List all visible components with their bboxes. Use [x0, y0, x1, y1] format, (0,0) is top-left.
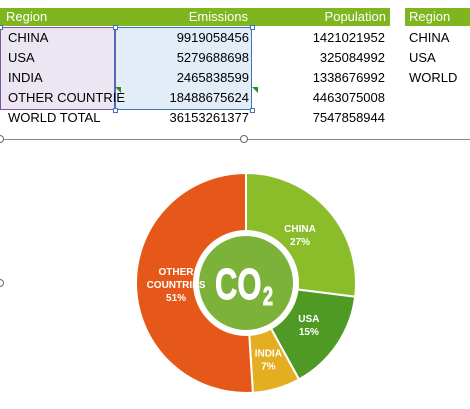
chart-center-disc [199, 236, 293, 330]
chart-frame-top-edge [0, 139, 470, 140]
cell-population[interactable]: 1421021952 [312, 30, 385, 45]
side-cell-region[interactable]: WORLD [409, 70, 458, 85]
cell-population[interactable]: 7547858944 [312, 110, 385, 125]
data-label-usa[interactable]: USA 15% [298, 314, 319, 338]
data-label-india[interactable]: INDIA 7% [255, 348, 282, 372]
table-row[interactable]: INDIA 2465838599 1338676992 WORLD [0, 68, 470, 88]
chart-center-label: CO2 [215, 260, 273, 311]
cell-region[interactable]: USA [8, 50, 35, 65]
error-indicator-icon [252, 87, 258, 93]
side-cell-region[interactable]: CHINA [409, 30, 450, 45]
selected-range-emissions[interactable] [115, 27, 252, 110]
cell-region[interactable]: INDIA [8, 70, 43, 85]
cell-emissions[interactable]: 36153261377 [169, 110, 249, 125]
header-region[interactable]: Region [6, 9, 48, 24]
cell-emissions[interactable]: 5279688698 [176, 50, 249, 65]
table-row[interactable]: WORLD TOTAL 36153261377 7547858944 [0, 108, 470, 128]
data-label-china[interactable]: CHINA 27% [284, 224, 316, 248]
error-indicator-icon [115, 87, 121, 93]
table-row[interactable]: OTHER COUNTRIE 18488675624 4463075008 [0, 88, 470, 108]
selected-range-region[interactable] [0, 27, 115, 110]
side-cell-region[interactable]: USA [409, 50, 436, 65]
cell-region[interactable]: OTHER COUNTRIE [8, 90, 125, 105]
cell-region[interactable]: WORLD TOTAL [8, 110, 101, 125]
header-population[interactable]: Population [324, 9, 386, 24]
side-table-header: Region [405, 8, 470, 26]
cell-population[interactable]: 1338676992 [312, 70, 385, 85]
spreadsheet-area[interactable]: Region Emissions Population Region CHINA… [0, 0, 470, 135]
cell-emissions[interactable]: 18488675624 [169, 90, 249, 105]
cell-population[interactable]: 4463075008 [312, 90, 385, 105]
cell-population[interactable]: 325084992 [319, 50, 385, 65]
chart-resize-handle-top[interactable] [240, 135, 248, 143]
selection-handle-bottom-right[interactable] [250, 108, 255, 113]
co2-doughnut-chart[interactable]: CO2 CHINA 27% USA 15% INDIA 7% OTHER COUNTRIES 5… [0, 140, 470, 409]
cell-emissions[interactable]: 9919058456 [176, 30, 249, 45]
chart-center-subscript: 2 [263, 281, 273, 311]
cell-region[interactable]: CHINA [8, 30, 49, 45]
table-row[interactable]: CHINA 9919058456 1421021952 CHINA [0, 28, 470, 48]
data-label-other-countries[interactable]: OTHER COUNTRIES 51% [147, 267, 206, 304]
selection-handle-bottom-mid[interactable] [113, 108, 118, 113]
selection-handle-top-mid[interactable] [113, 25, 118, 30]
selection-handle-top-left[interactable] [0, 25, 3, 30]
header-emissions[interactable]: Emissions [188, 9, 248, 24]
cell-emissions[interactable]: 2465838599 [176, 70, 249, 85]
table-header-row: Region Emissions Population [0, 8, 390, 26]
side-header-region[interactable]: Region [409, 9, 451, 24]
selection-handle-top-right[interactable] [250, 25, 255, 30]
table-row[interactable]: USA 5279688698 325084992 USA [0, 48, 470, 68]
